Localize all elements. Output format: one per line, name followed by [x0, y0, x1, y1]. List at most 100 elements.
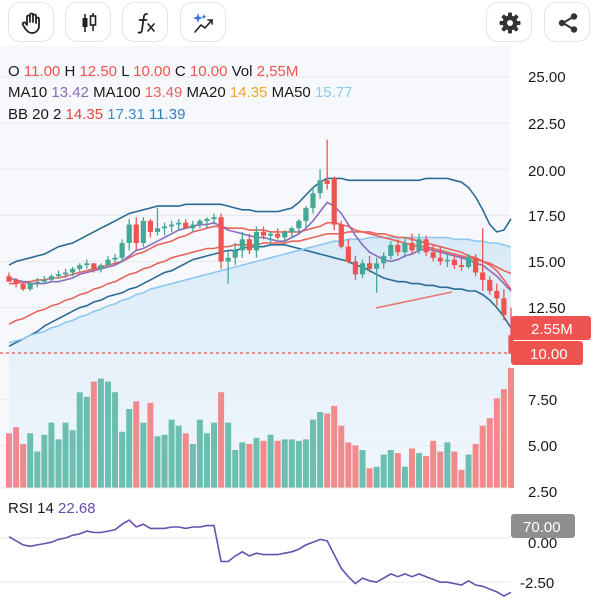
candle-body	[402, 243, 408, 253]
ma10-value: 13.42	[51, 84, 89, 101]
candle-body	[331, 178, 337, 225]
volume-bar	[253, 437, 260, 488]
volume-bar	[48, 422, 55, 488]
volume-bar	[246, 443, 253, 488]
volume-bar	[260, 440, 267, 488]
candle-body	[423, 239, 429, 253]
volume-bar	[352, 445, 359, 488]
candle	[169, 220, 175, 232]
candle	[133, 217, 139, 251]
candle	[211, 213, 217, 225]
ma50-value: 15.77	[315, 84, 353, 101]
bb-upper-value: 17.31	[107, 106, 145, 123]
ai-insights-button[interactable]	[180, 2, 226, 42]
toolbar	[0, 0, 600, 46]
candle-body	[430, 252, 436, 258]
candles-button[interactable]	[65, 2, 111, 42]
rsi-axis-label: 0.00	[528, 535, 557, 552]
candle	[430, 244, 436, 262]
candle	[381, 252, 387, 269]
volume-bar	[366, 468, 373, 488]
candle	[451, 254, 458, 269]
candle	[105, 255, 111, 267]
volume-bar	[133, 401, 140, 488]
ma50-line	[8, 236, 512, 344]
volume-bar	[317, 412, 324, 488]
candle	[359, 259, 366, 279]
volume-bar	[380, 454, 387, 488]
volume-bar	[175, 425, 182, 488]
candle	[112, 254, 118, 264]
candle-body	[359, 263, 366, 275]
volume-bar	[27, 433, 34, 488]
indicators-button[interactable]	[122, 2, 168, 42]
candle-body	[70, 268, 76, 273]
candle	[55, 270, 62, 279]
high-key: H	[64, 63, 75, 80]
candle-body	[27, 283, 33, 290]
candle	[267, 231, 274, 243]
volume-bar	[310, 419, 317, 488]
candle	[41, 276, 47, 284]
candle	[317, 169, 323, 199]
candle-body	[317, 180, 323, 194]
candle-body	[494, 290, 500, 299]
candle	[20, 281, 26, 291]
drawn-trendline[interactable]	[375, 291, 453, 309]
volume-bar	[345, 442, 352, 488]
volume-bar	[331, 405, 338, 488]
candle-body	[289, 228, 295, 232]
candle-body	[232, 250, 238, 258]
candle-body	[338, 224, 344, 247]
volume-bar	[147, 402, 154, 488]
candle-body	[204, 219, 210, 221]
volume-bar	[274, 440, 281, 488]
candle-body	[6, 276, 12, 282]
volume-bar	[62, 422, 69, 488]
candle-body	[62, 272, 69, 275]
candle-body	[267, 233, 274, 236]
volume-bar	[472, 443, 479, 488]
volume-bar	[281, 439, 288, 488]
volume-bar	[394, 453, 401, 488]
volume-bar	[437, 451, 444, 488]
bb-lower-line	[8, 244, 512, 348]
candle	[444, 252, 450, 267]
candle	[465, 254, 472, 269]
close-key: C	[175, 63, 186, 80]
candle	[494, 283, 500, 306]
share-icon	[558, 13, 578, 33]
rsi-grid	[0, 537, 510, 583]
volume-bar	[486, 418, 493, 488]
draw-tool-button[interactable]	[8, 2, 54, 42]
price-axis-label: 17.50	[528, 208, 566, 225]
candle-body	[112, 257, 118, 260]
candle	[183, 219, 189, 229]
low-key: L	[121, 63, 129, 80]
price-chart[interactable]: 25.00 22.50 20.00 17.50 15.00 12.50 7.50…	[0, 46, 600, 600]
candle	[282, 230, 288, 243]
candle-body	[20, 283, 26, 290]
candle	[225, 250, 231, 284]
share-button[interactable]	[544, 2, 590, 42]
candle-body	[324, 180, 330, 184]
candle-body	[225, 257, 231, 262]
volume-value: 2,55M	[257, 63, 299, 80]
candle-body	[352, 261, 359, 275]
candle-body	[84, 263, 90, 266]
volume-bar	[423, 456, 430, 488]
candle	[34, 278, 40, 288]
candle	[458, 255, 465, 271]
last-price-tag	[511, 341, 583, 365]
volume-bar	[451, 451, 458, 488]
volume-bar	[387, 450, 394, 488]
rsi-level-tag	[511, 514, 575, 538]
ma20-key: MA20	[187, 84, 226, 101]
candle	[416, 233, 422, 255]
volume-bar	[338, 425, 345, 488]
bb-legend: BB 20 2 14.35 17.31 11.39	[8, 106, 185, 123]
volume-bar	[76, 392, 83, 488]
settings-button[interactable]	[486, 2, 532, 42]
candle	[77, 263, 83, 273]
candle	[6, 272, 12, 282]
